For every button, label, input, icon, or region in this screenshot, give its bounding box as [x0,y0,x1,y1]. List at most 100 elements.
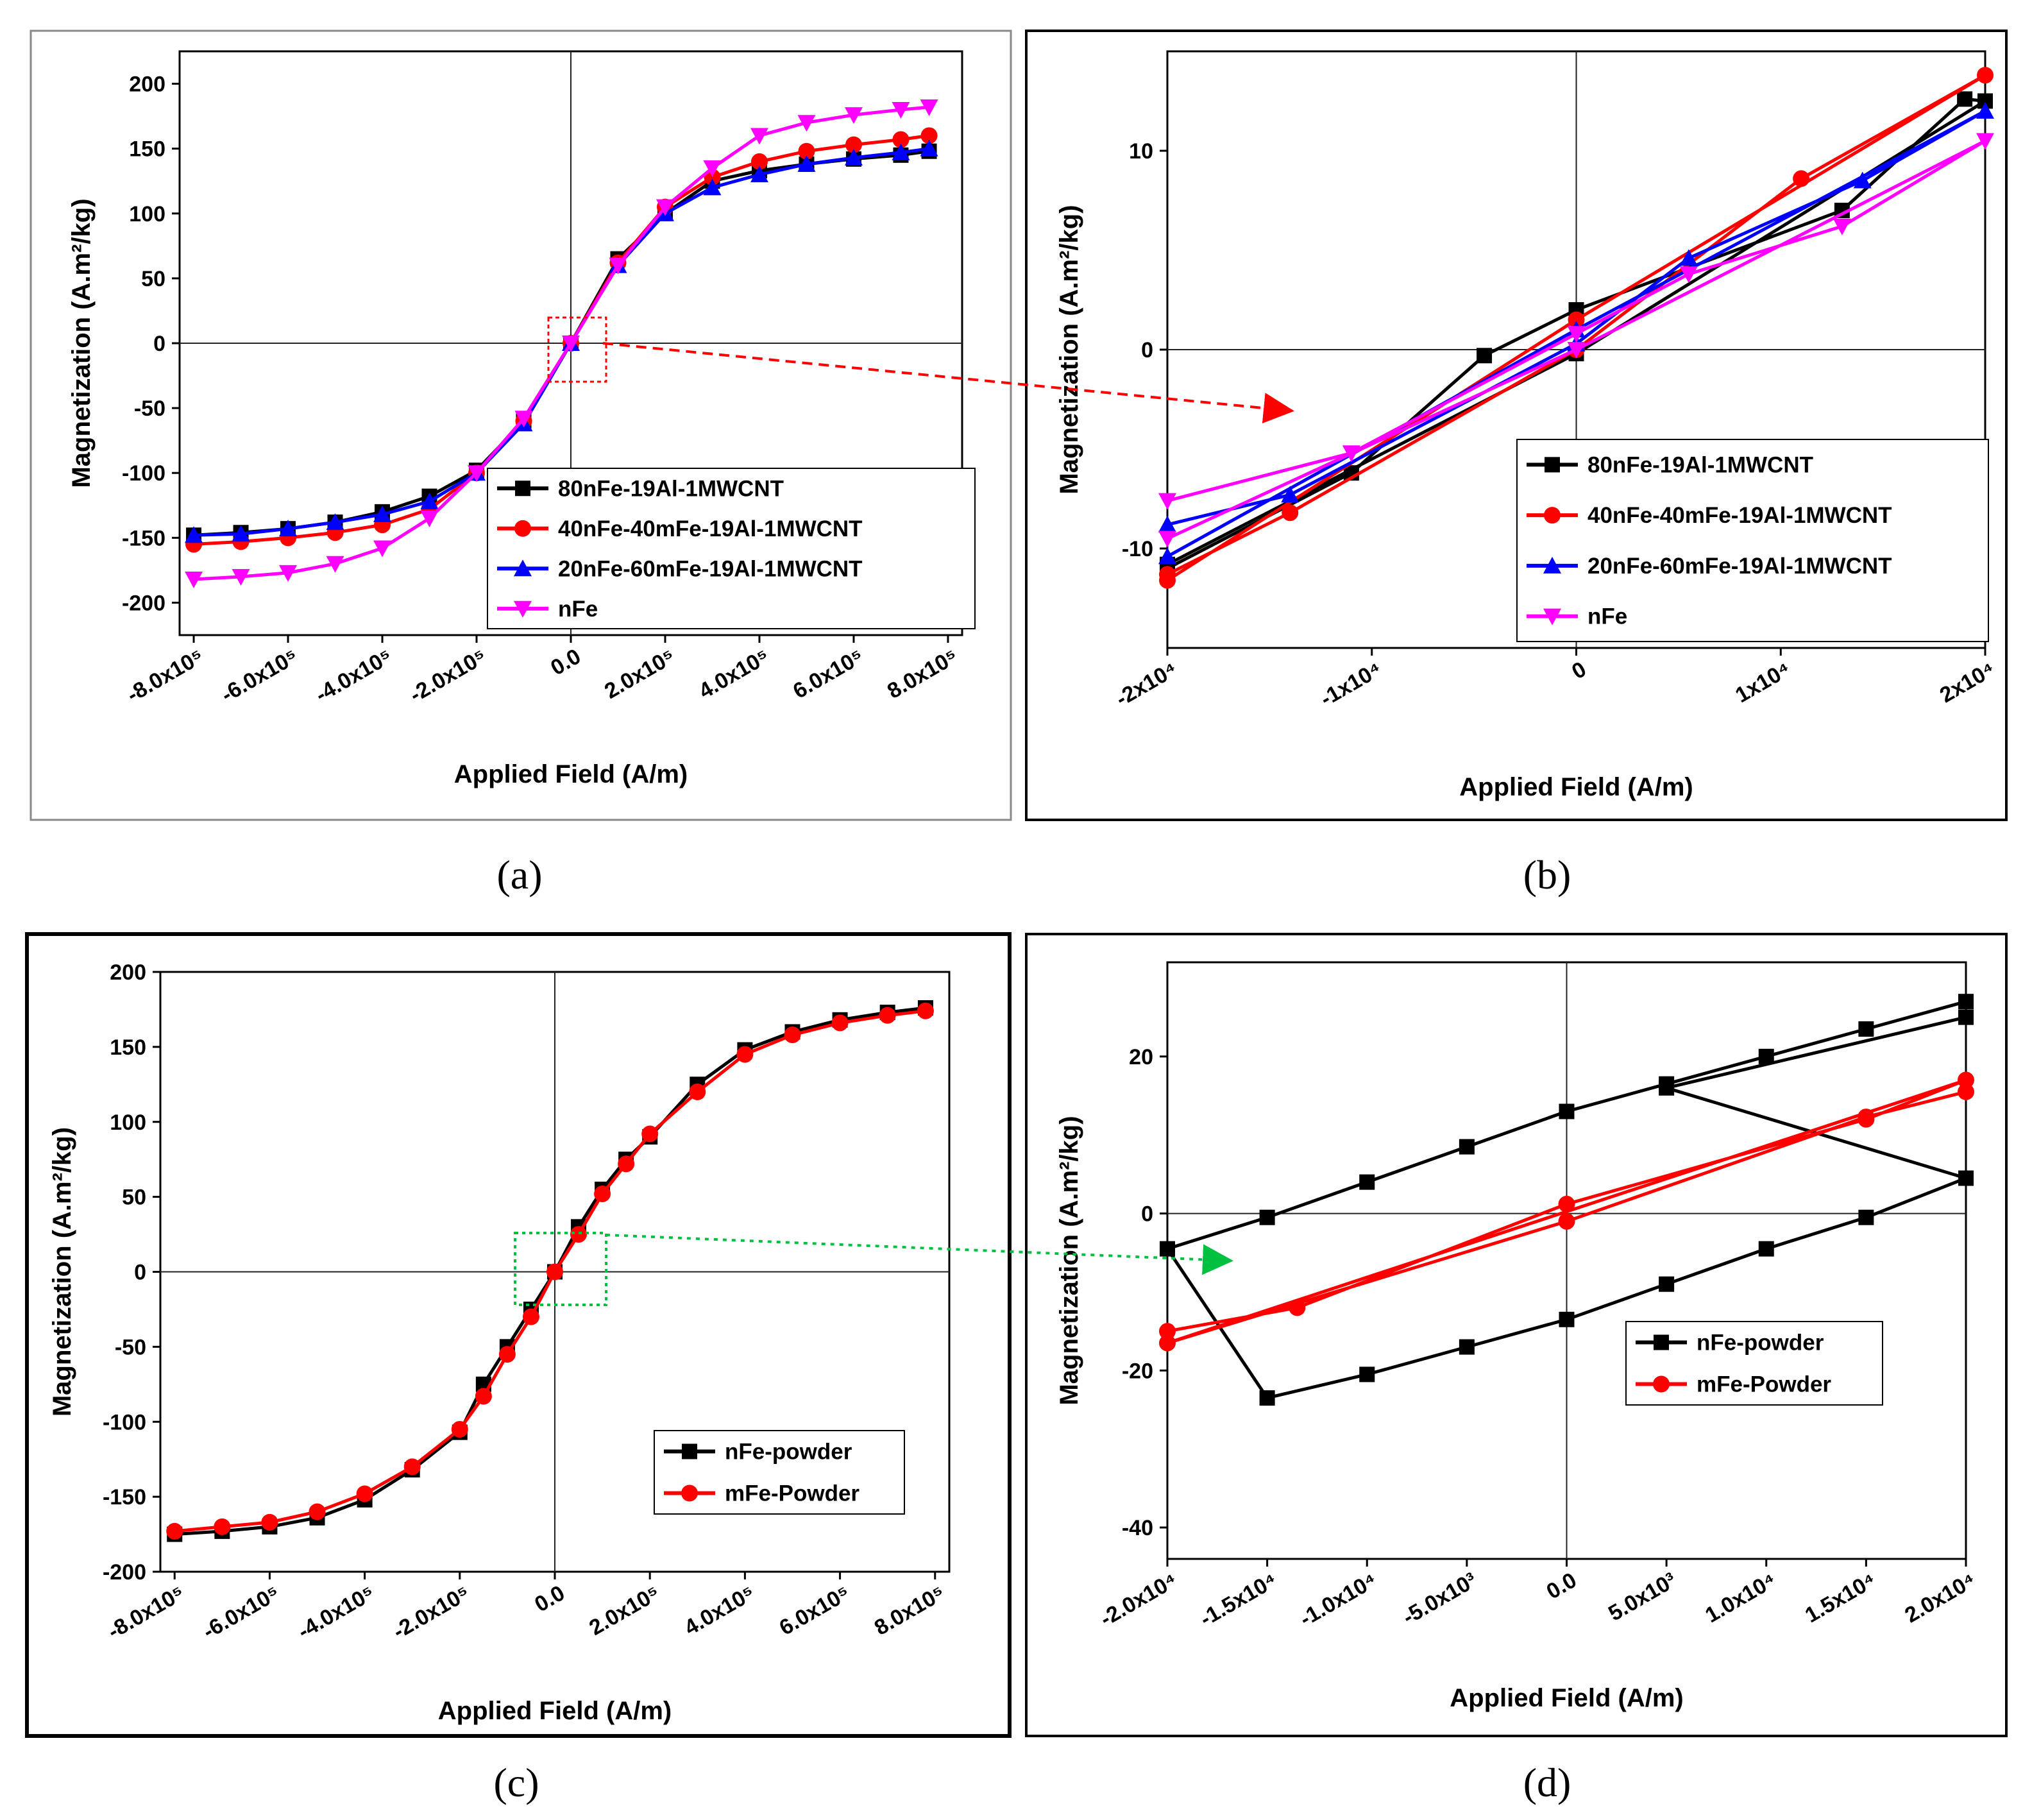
data-point [1793,170,1810,187]
legend-marker [514,559,532,577]
legend-marker [1654,1334,1669,1350]
data-point [1679,266,1698,284]
y-axis-label: Magnetization (A.m²/kg) [1055,205,1083,494]
data-point [1976,133,1994,150]
legend-label: nFe [1588,604,1627,629]
data-point [1977,67,1994,84]
data-point [1853,171,1872,189]
y-tick-label: 200 [110,960,146,985]
legend-marker [682,1443,697,1459]
data-point [1758,1048,1774,1064]
data-point [844,148,863,166]
data-point [797,155,816,172]
legend-label: nFe [558,597,598,622]
legend-label: nFe-powder [725,1440,852,1465]
x-tick-label: 6.0x10⁵ [789,644,868,704]
data-point [892,131,910,148]
x-tick-label: -1.0x10⁴ [1296,1568,1381,1631]
data-point [1559,1103,1575,1119]
data-point [498,1346,516,1363]
data-point [892,102,910,119]
zoom-box-a [547,316,607,383]
data-point [920,139,938,157]
data-point [1976,102,1994,119]
data-point [1679,249,1698,266]
data-point [1158,515,1176,532]
data-point [1459,1339,1475,1355]
data-point [356,1485,373,1502]
legend-label: mFe-Powder [725,1481,859,1506]
data-point [546,1263,563,1280]
caption-b: (b) [1523,852,1571,897]
chart-c: -8.0x10⁵ -6.0x10⁵ -4.0x10⁵ -2.0x10⁵ 0.0 2.0x1… [48,960,951,1725]
data-point [1359,1174,1375,1190]
x-tick-label: -4.0x10⁵ [311,644,396,708]
data-point [1158,547,1176,565]
series-mFe-Powder [166,1002,934,1540]
legend-label: 20nFe-60mFe-19Al-1MWCNT [558,556,863,581]
legend-d: nFe-powder mFe-Powder [1625,1321,1883,1406]
data-point [1957,91,1973,107]
legend-marker [515,481,530,497]
y-tick-label: -10 [1122,537,1153,561]
data-point [1159,572,1176,589]
data-point [879,1007,896,1024]
y-tick-label: -20 [1122,1359,1153,1383]
series-nFe [185,99,938,589]
data-point [1558,1195,1575,1212]
legend-label: mFe-Powder [1697,1372,1831,1397]
panel-a-frame [30,30,1012,821]
data-point [920,99,938,116]
data-point [420,511,439,527]
data-point [522,1308,539,1325]
data-point [1958,1071,1974,1089]
data-point [750,153,768,170]
y-axis-label: Magnetization (A.m²/kg) [1055,1116,1083,1405]
data-point [1559,1311,1575,1327]
legend-marker [1544,507,1561,524]
caption-a: (a) [496,852,542,897]
legend-marker [1653,1375,1670,1393]
x-tick-label: 2.0x10⁵ [585,1581,664,1640]
y-tick-label: 50 [122,1186,146,1210]
x-tick-label: -2.0x10⁴ [1096,1568,1181,1631]
x-tick-label: -1.5x10⁴ [1196,1568,1281,1631]
x-tick-label: 8.0x10⁵ [883,644,962,704]
x-tick-label: 2.0x10⁴ [1901,1568,1980,1628]
data-point [185,572,203,589]
legend-label: 20nFe-60mFe-19Al-1MWCNT [1588,554,1892,579]
data-point [798,142,815,160]
data-point [420,492,439,509]
x-tick-label: 0.0 [530,1581,569,1617]
data-point [1282,504,1299,522]
y-tick-label: -150 [103,1485,146,1510]
x-tick-label: -6.0x10⁵ [199,1581,284,1644]
data-point [1259,1209,1275,1225]
x-tick-label: 0 [1568,657,1590,684]
data-point [562,336,580,352]
legend-marker [681,1484,698,1502]
data-point [784,1026,801,1044]
legend-marker [1543,608,1561,625]
y-tick-label: -40 [1122,1516,1153,1540]
x-tick-label: -2.0x10⁵ [389,1581,474,1644]
x-tick-label: -2.0x10⁵ [405,644,491,708]
data-point [166,1522,183,1540]
data-point [618,1155,635,1173]
data-point [1858,1021,1874,1037]
data-point [917,1002,934,1019]
data-point [1289,1299,1306,1316]
x-axis-label: Applied Field (A/m) [1459,773,1693,801]
x-tick-label: 4.0x10⁵ [695,644,774,704]
x-axis-label: Applied Field (A/m) [454,760,688,788]
x-tick-label: 1x10⁴ [1731,657,1795,708]
data-point [1958,1083,1974,1100]
y-tick-label: 200 [129,72,165,97]
x-tick-label: 0.0 [546,644,585,681]
y-tick-label: 100 [129,202,165,226]
y-tick-label: -50 [115,1335,146,1359]
data-point [831,1014,849,1032]
data-point [844,107,863,124]
caption-d: (d) [1523,1760,1571,1805]
